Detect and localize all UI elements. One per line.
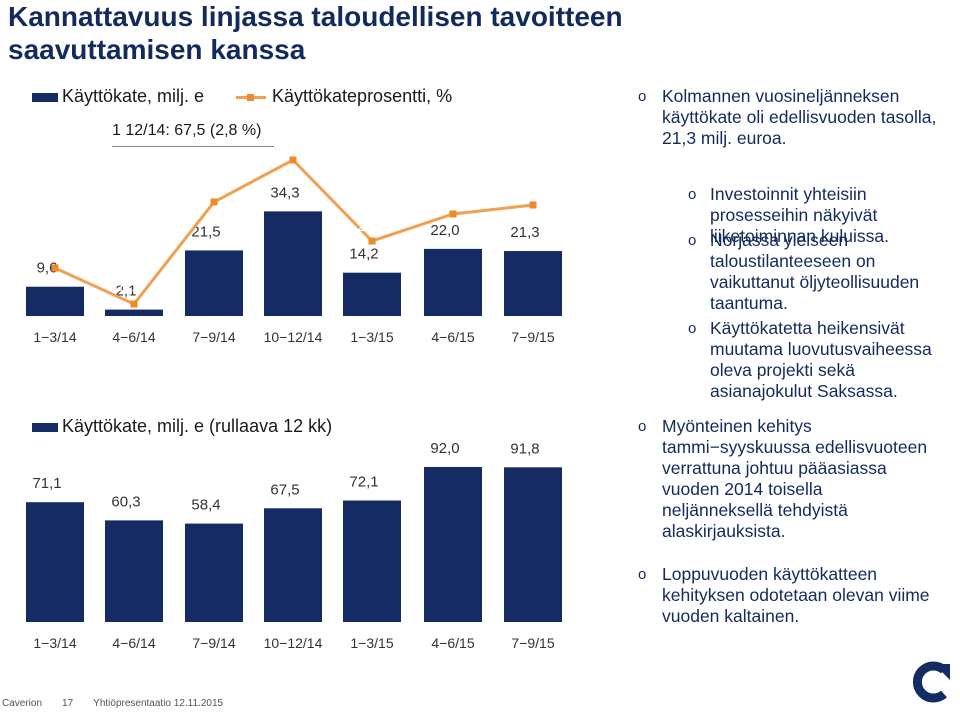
- top-bar-label: 2,1: [116, 283, 137, 300]
- bottom-x-tick: 7−9/15: [511, 635, 554, 651]
- percent-label: 0,4: [120, 281, 141, 298]
- bullet-marker: o: [638, 88, 647, 105]
- footer-doc: Yhtiöpresentaatio 12.11.2015: [93, 698, 224, 709]
- bullet-text: Käyttökatetta heikensivät muutama luovut…: [710, 318, 932, 401]
- top-bar: [105, 309, 163, 316]
- top-bar: [504, 251, 562, 316]
- annual-note-line: [112, 146, 274, 147]
- top-bar: [185, 250, 243, 316]
- bottom-x-tick: 1−3/15: [350, 635, 393, 651]
- bottom-x-tick: 4−6/14: [112, 635, 155, 651]
- top-bar: [424, 248, 482, 316]
- top-legend-line: Käyttökateprosentti, %: [236, 86, 452, 107]
- bottom-x-tick: 10−12/14: [264, 635, 323, 651]
- bullet-text: Investoinnit yhteisiin prosesseihin näky…: [710, 184, 889, 246]
- legend-line-label: Käyttökateprosentti, %: [272, 86, 453, 106]
- bullet-marker: o: [688, 320, 697, 337]
- page-title: Kannattavuus linjassa taloudellisen tavo…: [8, 1, 623, 65]
- percent-marker: [368, 237, 376, 245]
- bullet-item: o Loppuvuoden käyttökatteen kehityksen od…: [638, 564, 938, 627]
- bullet-marker: o: [688, 232, 697, 249]
- bottom-bar: [343, 500, 401, 622]
- top-x-tick: 10−12/14: [264, 329, 323, 345]
- percent-marker: [289, 156, 297, 164]
- percent-marker: [130, 300, 138, 308]
- bottom-x-tick: 4−6/15: [431, 635, 474, 651]
- bottom-bar: [185, 523, 243, 622]
- bullet-item: o Norjassa yleiseen taloustilanteeseen on…: [688, 230, 958, 314]
- percent-marker: [449, 210, 457, 218]
- bottom-bar: [504, 467, 562, 622]
- bullet-text: Loppuvuoden käyttökatteen kehityksen odo…: [662, 564, 930, 626]
- footer-company: Caverion: [2, 698, 43, 709]
- bottom-bar-label: 72,1: [349, 474, 378, 491]
- top-x-tick: 4−6/15: [431, 329, 474, 345]
- top-bar-label: 14,2: [349, 246, 378, 263]
- bottom-bar: [105, 520, 163, 622]
- bullet-item: o Käyttökatetta heikensivät muutama luovu…: [688, 318, 958, 402]
- legend-bar-label: Käyttökate, milj. e: [62, 86, 205, 106]
- bottom-chart: 71,1 60,3 58,4 67,5 72,1 92,0 91,8 1−3/14 4−6/14…: [26, 440, 562, 651]
- footer: Caverion 17 Yhtiöpresentaatio 12.11.2015: [2, 698, 243, 709]
- legend-bar-swatch: [32, 92, 58, 102]
- bottom-bar: [424, 466, 482, 622]
- percent-marker: [529, 201, 537, 209]
- bottom-x-tick: 7−9/14: [192, 635, 235, 651]
- bottom-bar-label: 67,5: [270, 481, 299, 498]
- top-bar-label: 21,5: [191, 223, 220, 240]
- top-x-tick: 1−3/14: [33, 329, 76, 345]
- bullet-item: o Myönteinen kehitys tammi−syyskuussa ede…: [638, 416, 938, 542]
- percent-marker: [210, 198, 218, 206]
- bullet-text: Norjassa yleiseen taloustilanteeseen on …: [710, 230, 920, 313]
- caverion-logo-icon: [912, 661, 950, 703]
- top-bar-label: 34,3: [270, 184, 299, 201]
- bottom-bar-label: 92,0: [430, 440, 459, 457]
- bullet-item: o Investoinnit yhteisiin prosesseihin näk…: [688, 184, 958, 247]
- top-bar: [343, 272, 401, 316]
- bottom-bar-label: 58,4: [191, 497, 220, 514]
- percent-marker: [51, 264, 59, 272]
- bullet-text: Kolmannen vuosineljänneksen käyttökate o…: [662, 86, 937, 148]
- top-legend-bar: Käyttökate, milj. e: [32, 86, 204, 107]
- percent-label: 3,4: [439, 191, 460, 208]
- top-bar-label: 22,0: [430, 222, 459, 239]
- percent-label: 2,5: [358, 218, 379, 235]
- bottom-bar-label: 71,1: [32, 475, 61, 492]
- annual-note: 1 12/14: 67,5 (2,8 %): [112, 122, 262, 139]
- bottom-bar: [26, 502, 84, 622]
- percent-label: 3,8: [200, 179, 221, 196]
- legend-bar-label-bottom: Käyttökate, milj. e (rullaava 12 kk): [62, 416, 333, 436]
- top-bar: [26, 286, 84, 316]
- bottom-bar: [264, 508, 322, 622]
- legend-bar-swatch-bottom: [32, 422, 58, 432]
- footer-page: 17: [62, 698, 74, 709]
- bullet-marker: o: [638, 566, 647, 583]
- percent-label: 5,2: [279, 150, 300, 154]
- bullet-marker: o: [688, 186, 697, 203]
- bullet-item: o Kolmannen vuosineljänneksen käyttökate …: [638, 86, 938, 149]
- percent-label: 1,6: [41, 245, 62, 262]
- bullet-marker: o: [638, 418, 647, 435]
- top-bar-label: 21,3: [510, 224, 539, 241]
- percent-label: 3,7: [519, 182, 540, 199]
- bottom-x-tick: 1−3/14: [33, 635, 76, 651]
- top-bar: [264, 211, 322, 316]
- top-x-tick: 7−9/14: [192, 329, 235, 345]
- bottom-bar-label: 91,8: [510, 440, 539, 457]
- top-x-tick: 1−3/15: [350, 329, 393, 345]
- top-x-tick: 4−6/14: [112, 329, 155, 345]
- bullet-text: Myönteinen kehitys tammi−syyskuussa edel…: [662, 416, 928, 541]
- legend-line-swatch: [236, 93, 266, 102]
- bottom-legend-bar: Käyttökate, milj. e (rullaava 12 kk): [32, 416, 332, 437]
- bottom-bar-label: 60,3: [111, 493, 140, 510]
- top-bar-label: 9,6: [37, 260, 58, 277]
- top-chart: 9,6 2,1 21,5 34,3 14,2 22,0 21,3 1,6 0,4 3,8 5,2 2,…: [26, 150, 562, 345]
- top-x-tick: 7−9/15: [511, 329, 554, 345]
